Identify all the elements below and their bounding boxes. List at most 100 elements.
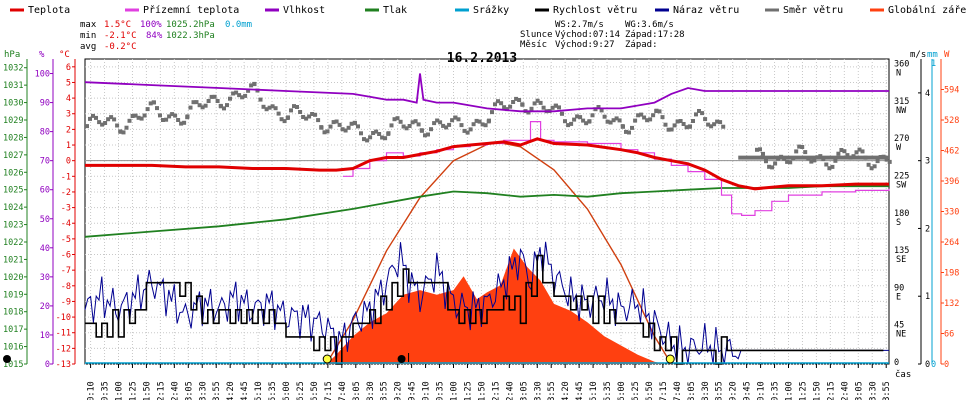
tick-label-pct: 0: [45, 360, 50, 370]
series-wind-direction-point: [416, 122, 421, 127]
series-humidity: [84, 73, 889, 113]
series-wind-direction-point: [410, 120, 415, 125]
series-wind-direction-point: [209, 94, 214, 99]
x-tick-label: 22:40: [840, 381, 850, 400]
series-wind-direction-point: [243, 93, 248, 98]
series-wind-direction-point: [587, 119, 592, 124]
series-wind-direction-point: [356, 124, 360, 129]
series-wind-direction-point: [474, 118, 479, 123]
series-wind-direction-point: [657, 109, 662, 114]
x-tick-label: 05:35: [268, 381, 278, 400]
series-wind-direction-point: [246, 88, 251, 93]
series-wind-direction-point: [88, 116, 92, 121]
tick-label-dir-letter: SE: [896, 255, 906, 265]
series-wind-direction-point: [331, 120, 336, 125]
series-wind-direction-point: [520, 102, 525, 107]
tick-label-temp: -7: [61, 266, 71, 276]
x-tick-label: 02:15: [156, 381, 166, 400]
series-wind-direction-point: [857, 147, 862, 152]
series-wind-direction-point: [639, 112, 644, 117]
series-wind-direction-point: [550, 105, 555, 110]
series-wind-direction-point: [185, 114, 190, 119]
x-tick-label: 20:35: [771, 381, 781, 400]
x-tick-label: 11:50: [477, 381, 487, 400]
series-wind-direction-point: [833, 158, 838, 163]
series-wind-direction-point: [678, 119, 683, 123]
series-wind-direction-point: [371, 131, 376, 135]
series-global-radiation: [326, 248, 665, 364]
stat-avg-temp: -0.2°C: [104, 42, 137, 52]
series-wind-direction-point: [502, 105, 507, 110]
series-wind-direction-point: [758, 147, 762, 152]
tick-label-hpa: 1030: [3, 99, 23, 109]
series-wind-direction-point: [91, 113, 95, 118]
legend-entry: Přízemní teplota: [143, 4, 239, 16]
tick-label-hpa: 1023: [3, 221, 23, 231]
series-wind-direction-point: [349, 121, 354, 126]
x-tick-label: 09:45: [408, 381, 418, 400]
tick-label-pct: 40: [40, 244, 50, 254]
series-wind-direction-point: [97, 120, 102, 125]
series-wind-direction-point: [170, 112, 175, 117]
tick-label-hpa: 1031: [3, 81, 23, 91]
series-wind-direction-point: [337, 122, 342, 127]
tick-label-temp: -5: [61, 235, 71, 245]
series-wind-direction-point: [145, 107, 150, 112]
series-wind-direction-point: [343, 128, 348, 133]
series-wind-direction-point: [279, 117, 284, 122]
series-wind-direction-point: [161, 118, 165, 122]
tick-label-temp: 3: [66, 110, 71, 120]
series-wind-direction-point: [812, 158, 817, 163]
x-tick-label: 10:10: [422, 381, 432, 400]
x-tick-label: 06:25: [296, 381, 306, 400]
series-wind-direction-point: [456, 117, 461, 122]
tick-label-dir: 45: [894, 321, 904, 331]
series-wind-direction-point: [514, 96, 519, 101]
series-wind-direction-point: [444, 125, 449, 130]
series-wind-direction-point: [219, 104, 223, 109]
series-wind-direction-point: [800, 145, 805, 149]
moonrise-marker: [397, 355, 406, 363]
series-wind-direction-point: [517, 98, 522, 102]
series-wind-direction-point: [322, 130, 327, 135]
series-wind-direction-point: [496, 99, 500, 104]
series-wind-direction-point: [432, 121, 437, 126]
series-wind-direction-point: [721, 124, 726, 129]
tick-label-temp: 6: [66, 63, 71, 73]
series-wind-direction-point: [887, 159, 892, 164]
tick-label-dir: 90: [894, 283, 904, 293]
series-wind-direction-point: [215, 99, 220, 103]
axis-label-temp: °C: [59, 50, 70, 60]
series-wind-direction-point: [353, 121, 357, 126]
series-wind-direction-point: [365, 138, 370, 143]
x-tick-label: 06:50: [310, 381, 320, 400]
series-wind-direction-point: [282, 119, 287, 124]
stat-label: avg: [80, 42, 96, 52]
x-tick-label: 10:35: [436, 381, 446, 400]
tick-label-temp: 1: [66, 141, 71, 151]
series-wind-direction-point: [206, 99, 211, 103]
series-wind-direction-point: [608, 120, 613, 125]
series-wind-direction-point: [176, 118, 181, 122]
x-tick-label: 01:00: [115, 381, 125, 400]
series-wind-direction-point: [121, 130, 126, 135]
series-wind-direction-point: [261, 104, 266, 109]
stat-moonrise: Východ:9:27: [555, 40, 615, 50]
series-wind-direction-point: [164, 117, 169, 122]
tick-label-hpa: 1021: [3, 255, 23, 265]
x-tick-label: 15:35: [603, 381, 613, 400]
tick-label-pct: 80: [40, 128, 50, 138]
series-wind-direction-point: [389, 123, 394, 128]
series-wind-direction-point: [830, 164, 835, 169]
series-wind-direction-point: [621, 124, 625, 129]
series-wind-direction-point: [578, 115, 583, 120]
series-wind-direction-point: [106, 117, 111, 122]
series-wind-direction-point: [380, 135, 385, 140]
series-wind-direction-point: [785, 159, 790, 164]
tick-label-temp: 2: [66, 125, 71, 135]
series-wind-direction-point: [688, 124, 692, 129]
series-wind-direction-point: [237, 93, 242, 98]
series-wind-direction-point: [450, 118, 455, 123]
series-wind-direction-point: [377, 132, 382, 136]
series-wind-direction-point: [139, 116, 144, 121]
